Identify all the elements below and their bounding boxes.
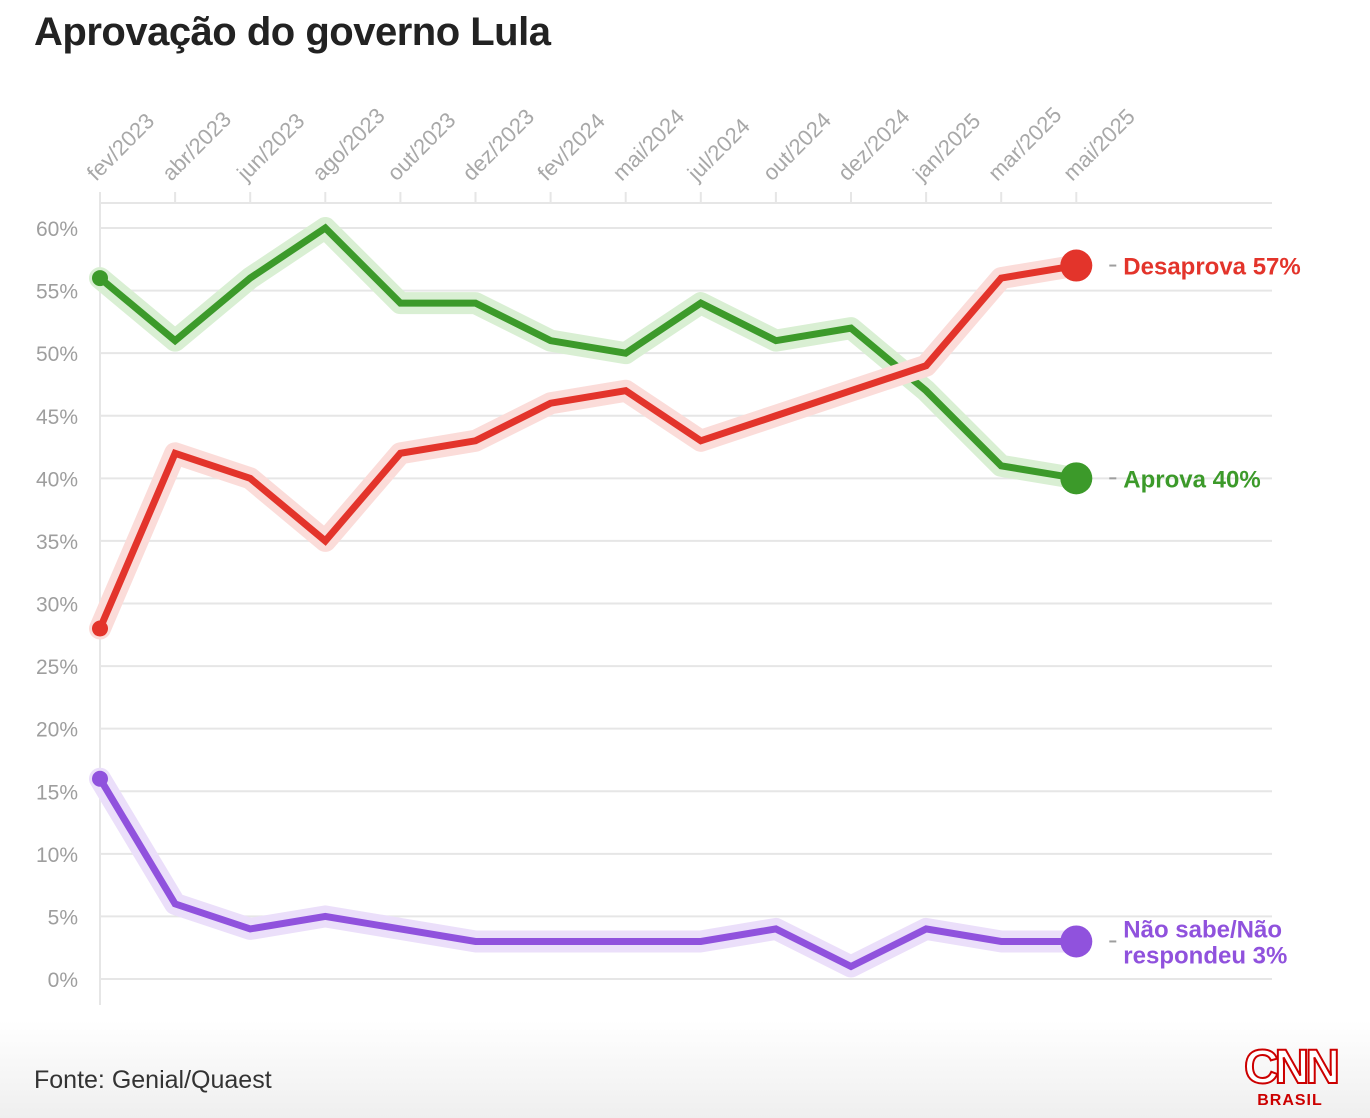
series-line-desaprova [96,262,1080,633]
x-tick-label: dez/2023 [457,104,539,186]
x-tick-label: mar/2025 [983,102,1066,185]
y-tick-label: 15% [36,781,78,804]
series-glow-desaprova [89,254,1088,640]
logo-subtitle: BRASIL [1257,1092,1323,1109]
series-end-point-aprova [1060,462,1093,495]
y-tick-label: 30% [36,594,78,617]
series-end-label-n-o-sabe-n-o-respondeu: respondeu 3% [1123,942,1287,969]
series-end-point-n-o-sabe-n-o-respondeu [1060,925,1093,958]
cnn-brasil-logo: CNN BRASIL [1240,1041,1341,1110]
x-tick-label: mai/2024 [608,104,690,186]
y-tick-label: 5% [48,906,78,929]
y-tick-label: 50% [36,343,78,366]
y-tick-label: 35% [36,531,78,554]
x-tick-label: mai/2025 [1058,104,1140,186]
source-note: Fonte: Genial/Quaest [34,1066,272,1094]
chart-title: Aprovação do governo Lula [34,10,551,54]
footer-background [0,1020,1370,1118]
series-line-n-o-sabe-n-o-respondeu [96,775,1080,971]
line-chart: 0% 5% 10% 15% 20% 25% 30% 35% 40% 45% 50% 55% 60% fev… [36,102,1301,1005]
y-tick-label: 10% [36,844,78,867]
x-tick-label: fev/2023 [82,108,159,185]
y-tick-label: 0% [48,969,78,992]
series-end-label-aprova: Aprova 40% [1123,466,1260,493]
series-end-point-desaprova [1060,249,1093,282]
y-tick-label: 55% [36,281,78,304]
series-start-point-n-o-sabe-n-o-respondeu [92,770,108,787]
x-tick-label: jan/2025 [907,108,985,186]
x-tick-label: out/2024 [758,107,836,185]
series-end-label-desaprova: Desaprova 57% [1123,254,1300,281]
y-tick-label: 25% [36,656,78,679]
logo-word: CNN [1243,1041,1341,1094]
y-tick-label: 40% [36,468,78,491]
y-tick-label: 60% [36,218,78,241]
x-tick-label: jul/2024 [682,113,755,186]
x-tick-label: ago/2023 [307,103,390,186]
y-tick-label: 20% [36,719,78,742]
x-tick-label: abr/2023 [157,106,236,185]
series-start-point-desaprova [92,620,108,637]
x-tick-label: jun/2023 [231,108,309,186]
x-tick-label: dez/2024 [833,104,915,186]
x-tick-label: fev/2024 [532,108,609,185]
x-tick-label: out/2023 [382,107,460,185]
series-start-point-aprova [92,270,108,287]
series-end-label-n-o-sabe-n-o-respondeu: Não sabe/Não [1123,916,1282,943]
y-tick-label: 45% [36,406,78,429]
